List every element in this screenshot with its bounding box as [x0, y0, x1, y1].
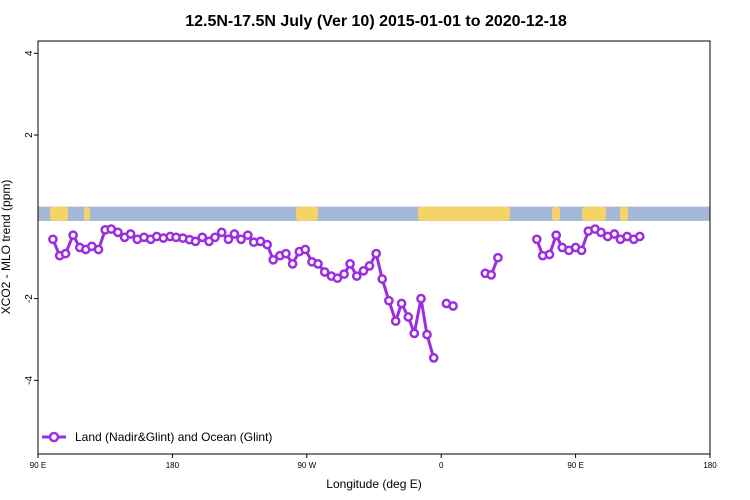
data-point: [68, 230, 78, 241]
series-layer: [48, 224, 645, 363]
data-point: [486, 270, 497, 280]
land-shape: [582, 206, 606, 221]
data-point: [409, 328, 420, 339]
data-point: [242, 230, 253, 241]
x-axis: 90 E 180 90 W 0 90 E 180: [30, 454, 717, 470]
x-tick-label: 90 E: [567, 461, 583, 470]
data-point: [48, 234, 58, 245]
y-tick-label: -2: [24, 294, 35, 303]
data-point: [544, 249, 555, 260]
data-point: [216, 227, 227, 238]
data-point: [634, 231, 645, 242]
data-point: [576, 245, 587, 256]
data-point: [223, 234, 234, 245]
data-point: [351, 271, 362, 281]
land-shape: [84, 206, 90, 221]
x-tick-label: 180: [166, 461, 180, 470]
y-tick-label: -4: [24, 376, 35, 385]
data-point: [125, 229, 136, 239]
land-shape: [418, 206, 510, 221]
data-point: [190, 236, 201, 247]
y-tick-label: 2: [24, 132, 35, 138]
data-point: [448, 301, 458, 311]
data-point: [416, 293, 426, 304]
land-shape: [296, 206, 318, 221]
data-point: [403, 312, 414, 322]
data-point: [113, 227, 123, 238]
data-point: [422, 329, 432, 340]
land-shape: [620, 206, 628, 221]
data-point: [371, 248, 382, 259]
data-point: [197, 232, 208, 243]
data-point: [493, 252, 503, 263]
x-tick-label: 90 W: [297, 461, 316, 470]
data-point: [377, 274, 388, 284]
data-point: [300, 244, 311, 255]
data-point: [268, 254, 279, 265]
x-tick-label: 180: [703, 461, 717, 470]
legend: Land (Nadir&Glint) and Ocean (Glint): [42, 430, 272, 444]
land-shape: [50, 206, 68, 221]
data-point: [319, 267, 330, 277]
data-point: [287, 259, 298, 269]
data-point: [236, 234, 246, 245]
y-tick-label: 4: [24, 50, 35, 56]
legend-label: Land (Nadir&Glint) and Ocean (Glint): [75, 430, 272, 444]
data-point: [364, 261, 375, 271]
legend-marker: [48, 431, 60, 443]
y-axis: 4 2 -2 -4: [24, 50, 38, 385]
data-point: [229, 229, 240, 239]
data-point: [396, 298, 407, 309]
data-point: [531, 234, 542, 245]
map-strip: [38, 206, 710, 221]
x-tick-label: 0: [439, 461, 444, 470]
data-point: [345, 259, 355, 269]
data-point: [93, 244, 104, 255]
ocean-band: [38, 206, 710, 221]
data-point: [609, 229, 620, 239]
data-point: [358, 265, 369, 276]
data-point: [262, 239, 273, 250]
x-axis-label: Longitude (deg E): [326, 477, 421, 491]
chart-title: 12.5N-17.5N July (Ver 10) 2015-01-01 to …: [185, 13, 567, 30]
y-axis-label: XCO2 - MLO trend (ppm): [0, 180, 13, 315]
data-point: [339, 269, 349, 279]
data-point: [210, 232, 220, 243]
data-point: [596, 227, 606, 238]
plot-frame: [37, 40, 711, 455]
series-line: [51, 227, 436, 359]
data-point: [281, 248, 291, 259]
x-tick-label: 90 E: [30, 461, 46, 470]
data-point: [332, 273, 343, 284]
data-point: [60, 248, 71, 259]
data-point: [428, 353, 439, 363]
data-point: [390, 316, 401, 326]
data-point: [384, 295, 394, 306]
data-point: [313, 259, 323, 269]
land-shape: [552, 206, 560, 221]
data-point: [551, 230, 562, 241]
